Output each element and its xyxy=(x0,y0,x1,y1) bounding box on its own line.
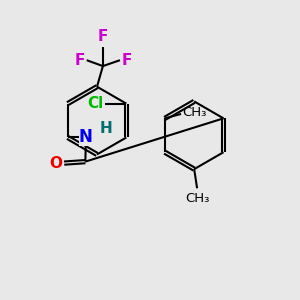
Text: CH₃: CH₃ xyxy=(182,106,207,119)
Text: F: F xyxy=(75,53,85,68)
Text: F: F xyxy=(122,53,132,68)
Text: H: H xyxy=(99,121,112,136)
Text: F: F xyxy=(98,29,108,44)
Text: O: O xyxy=(49,156,62,171)
Text: N: N xyxy=(79,128,93,146)
Text: CH₃: CH₃ xyxy=(185,192,209,205)
Text: Cl: Cl xyxy=(87,96,104,111)
